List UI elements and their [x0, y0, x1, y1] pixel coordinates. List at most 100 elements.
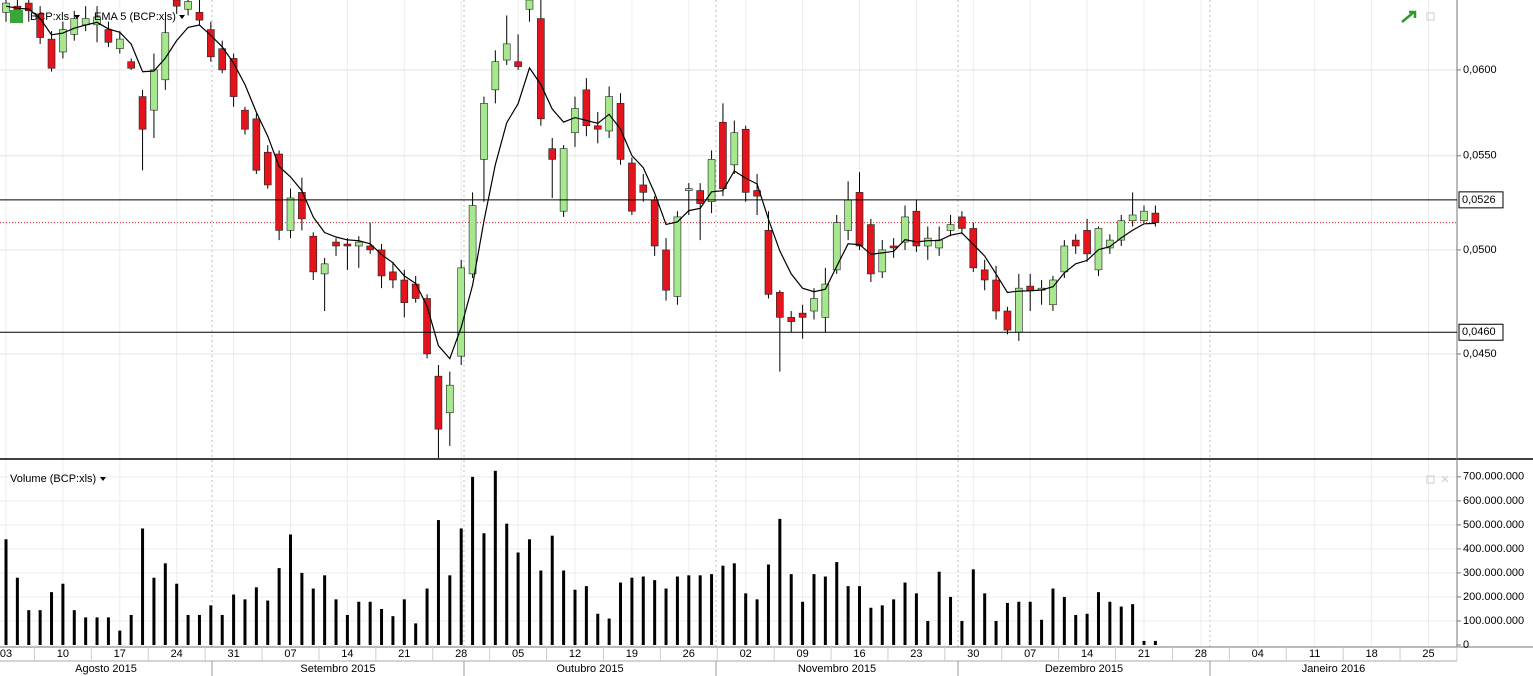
candle-body	[867, 224, 875, 275]
candle-body	[810, 298, 818, 312]
legend-entry[interactable]: BCP:xls	[30, 11, 70, 23]
month-label: Dezembro 2015	[1045, 663, 1123, 675]
candle-body	[776, 291, 784, 318]
volume-bar	[471, 476, 475, 645]
candle-body	[298, 192, 306, 220]
x-tick-label: 23	[910, 648, 922, 660]
candle-body	[411, 283, 420, 299]
candle-body	[923, 237, 932, 247]
volume-bar	[892, 599, 896, 645]
volume-bar	[994, 620, 998, 645]
candle-body	[832, 222, 841, 271]
volume-bar	[527, 539, 531, 645]
volume-bar	[744, 593, 748, 645]
candle-body	[207, 29, 215, 58]
candle-body	[1071, 239, 1080, 247]
dropdown-icon[interactable]	[74, 15, 80, 19]
candle-body	[958, 216, 966, 229]
volume-bar	[698, 575, 702, 645]
volume-bar	[1142, 640, 1146, 645]
volume-bar	[220, 614, 224, 645]
window-icon[interactable]	[1426, 475, 1435, 484]
candle-body	[571, 108, 579, 134]
y-tick-label: 0,0550	[1463, 150, 1497, 162]
x-tick-label: 12	[569, 648, 581, 660]
window-icon[interactable]	[1426, 12, 1435, 21]
volume-bar	[858, 586, 861, 645]
candle-body	[70, 18, 79, 35]
candle-body	[548, 148, 557, 160]
x-tick-label: 04	[1252, 648, 1264, 660]
candle-body	[730, 132, 739, 166]
volume-bar	[493, 470, 497, 645]
candle-body	[161, 32, 170, 81]
volume-bar	[72, 610, 76, 645]
dropdown-icon[interactable]	[100, 477, 106, 481]
volume-bar	[596, 613, 600, 645]
candle-body	[138, 96, 147, 130]
candle-body	[741, 128, 750, 193]
volume-bar	[1108, 601, 1112, 645]
volume-bar	[243, 599, 247, 645]
volume-bar	[562, 570, 566, 645]
x-tick-label: 21	[398, 648, 410, 660]
candle-body	[855, 192, 864, 247]
candle-body	[457, 267, 466, 357]
dropdown-icon[interactable]	[179, 15, 185, 19]
y-tick-label: 500.000.000	[1463, 519, 1524, 531]
volume-bar	[801, 601, 805, 645]
volume-bar	[1005, 602, 1009, 645]
volume-bar	[345, 614, 349, 645]
x-tick-label: 07	[284, 648, 296, 660]
volume-bar	[630, 577, 634, 645]
month-label: Novembro 2015	[798, 663, 876, 675]
trend-icon[interactable]	[1401, 10, 1417, 23]
candle-body	[343, 243, 352, 247]
candle-body	[332, 241, 340, 247]
candle-body	[218, 48, 227, 71]
volume-bar	[141, 528, 145, 645]
candle-body	[525, 0, 534, 10]
x-tick-label: 14	[1081, 648, 1093, 660]
x-tick-label: 10	[57, 648, 69, 660]
candle-body	[1083, 230, 1091, 255]
volume-bar	[380, 608, 384, 645]
volume-bar	[1028, 601, 1032, 645]
candle-body	[480, 103, 488, 160]
candle-body	[1003, 310, 1012, 331]
candle-body	[104, 29, 113, 43]
volume-bar	[254, 587, 258, 645]
volume-bar	[641, 576, 645, 645]
candle-body	[24, 2, 33, 12]
volume-bar	[539, 570, 543, 645]
volume-bar	[607, 618, 611, 645]
candle-body	[263, 151, 272, 186]
legend-entry[interactable]: EMA 5 (BCP:xls)	[94, 11, 176, 23]
candle-body	[696, 190, 704, 204]
volume-bar	[232, 594, 236, 645]
candle-body	[354, 241, 363, 247]
close-icon[interactable]	[1441, 475, 1449, 483]
candle-body	[1151, 212, 1160, 223]
candle-body	[127, 61, 135, 69]
month-label: Setembro 2015	[300, 663, 375, 675]
y-tick-label: 200.000.000	[1463, 591, 1524, 603]
volume-bar	[983, 593, 987, 645]
candle-body	[491, 61, 500, 91]
candle-body	[286, 197, 295, 231]
x-tick-label: 25	[1422, 648, 1434, 660]
volume-bar	[573, 589, 577, 645]
y-tick-label: 0	[1463, 639, 1469, 651]
volume-bar	[163, 563, 167, 645]
volume-bar	[50, 592, 54, 645]
candle-body	[377, 249, 386, 277]
volume-bar	[300, 572, 304, 645]
legend-entry[interactable]: Volume (BCP:xls)	[10, 473, 96, 485]
volume-bar	[1074, 614, 1078, 645]
volume-bar	[755, 599, 759, 645]
y-tick-label: 100.000.000	[1463, 615, 1524, 627]
candle-body	[309, 235, 318, 273]
candle-body	[787, 317, 796, 322]
candle-body	[901, 216, 909, 243]
